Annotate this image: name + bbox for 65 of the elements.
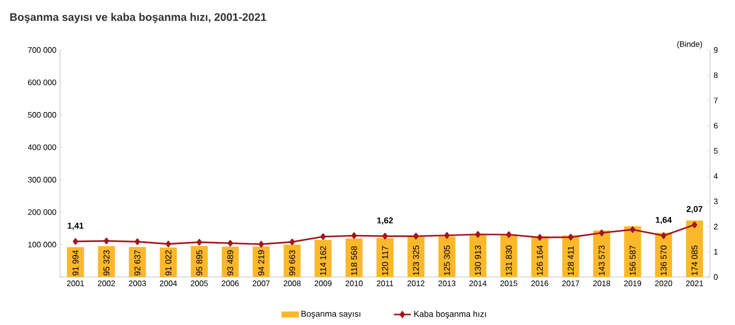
point [228,240,233,247]
bar [252,246,270,277]
point [413,232,419,240]
data-label: 93 489 [227,250,234,276]
point [320,233,326,240]
bar [407,237,424,277]
bar [624,226,642,277]
data-label: 1,64 [656,216,672,224]
point [599,230,604,236]
chart-title: Boşanma sayısı ve kaba boşanma hızı, 2001-2021 [10,12,266,24]
point [475,231,481,238]
bar [190,246,208,277]
bar [376,238,394,277]
point [258,240,264,248]
data-label: 118 568 [351,246,358,276]
data-label: 99 663 [289,250,296,276]
point [104,238,110,244]
point [568,234,574,240]
legend-label: Kaba boşanma hızı [414,310,486,319]
bar [346,238,363,277]
point [196,238,202,246]
bar [128,246,146,277]
point [630,226,636,233]
data-label: 92 637 [134,250,140,276]
point [166,240,172,248]
data-label: 94 219 [258,250,264,276]
data-label: 123 325 [412,246,419,276]
data-label: 95 323 [103,250,110,276]
point [289,238,295,246]
bar [438,236,456,277]
data-label: 2,07 [686,206,702,214]
data-label: 143 573 [598,246,605,276]
point [134,238,140,245]
bar [98,246,115,277]
data-label: 136 570 [660,246,667,276]
bar [686,220,704,277]
bar [160,247,177,277]
point [72,238,78,245]
bar [284,244,301,277]
legend-label: Boşanma sayısı [301,310,360,318]
point [444,232,450,239]
bar [314,240,332,277]
data-label: 95 895 [196,250,202,276]
point [351,232,357,239]
point [660,232,666,239]
data-label: 1,41 [68,222,84,230]
data-label: 120 117 [382,246,388,276]
data-label: 91 994 [72,250,78,276]
data-label: 174 085 [692,246,698,276]
data-label: 125 305 [444,246,450,276]
bar [469,234,486,277]
data-label: 156 587 [630,246,636,276]
data-label: 114 162 [320,246,326,276]
data-label: 126 164 [536,245,543,276]
data-label: 128 411 [568,246,574,276]
bar [66,247,84,277]
point [382,232,388,240]
data-label: 131 830 [506,246,512,276]
point [692,221,698,228]
point [537,234,542,241]
data-label: 91 022 [165,250,172,276]
data-label: 1,62 [377,217,393,225]
data-label: 130 913 [474,246,481,276]
bar [222,246,239,277]
point [506,231,512,238]
